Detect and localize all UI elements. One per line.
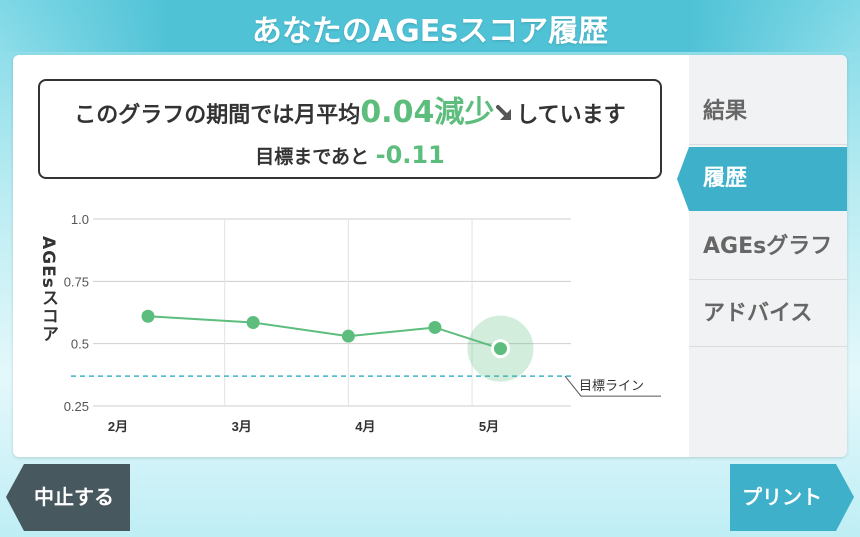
- chart-svg: 1.0 0.75 0.5 0.25 2月 3月 4月 5月 目標ライン: [64, 212, 661, 434]
- tab-history-wrap[interactable]: 履歴: [677, 147, 847, 211]
- page-title: あなたのAGEsスコア履歴: [251, 14, 609, 49]
- x-tick-label: 4月: [355, 419, 375, 434]
- tab-ages-graph[interactable]: AGEsグラフ: [689, 214, 847, 280]
- monthly-average-value: 0.04減少: [360, 95, 495, 130]
- y-tick-label: 1.0: [71, 212, 89, 227]
- data-point-latest: [491, 339, 510, 359]
- main-card: このグラフの期間では月平均0.04減少 しています 目標まであと -0.11 AG…: [13, 55, 847, 457]
- target-label-leader: [564, 375, 661, 397]
- y-tick-label: 0.5: [71, 337, 89, 352]
- target-line-label: 目標ライン: [579, 379, 644, 394]
- tab-advice[interactable]: アドバイス: [689, 281, 847, 347]
- x-tick-label: 3月: [232, 419, 252, 434]
- print-button[interactable]: プリント: [730, 464, 854, 531]
- x-tick-label: 2月: [108, 419, 128, 434]
- data-point: [341, 329, 355, 343]
- goal-prefix: 目標まであと: [255, 146, 369, 168]
- title-bar: あなたのAGEsスコア履歴: [0, 0, 860, 52]
- y-tick-label: 0.25: [64, 399, 89, 414]
- data-point: [428, 320, 442, 334]
- side-panel: 結果 履歴 AGEsグラフ アドバイス: [677, 55, 847, 457]
- summary-line1: このグラフの期間では月平均0.04減少 しています: [40, 87, 660, 131]
- data-point: [141, 309, 155, 323]
- data-point: [246, 315, 260, 329]
- tab-history[interactable]: 履歴: [677, 147, 847, 211]
- y-tick-label: 0.75: [64, 274, 89, 289]
- summary-suffix: しています: [516, 103, 626, 128]
- tab-results[interactable]: 結果: [689, 79, 847, 145]
- summary-prefix: このグラフの期間では月平均: [74, 103, 361, 128]
- y-axis-label: AGEsスコア: [38, 236, 58, 343]
- cancel-button[interactable]: 中止する: [6, 464, 130, 531]
- goal-remaining-value: -0.11: [375, 141, 445, 169]
- arrow-down-right-icon: [494, 102, 516, 124]
- summary-box: このグラフの期間では月平均0.04減少 しています 目標まであと -0.11: [38, 79, 662, 179]
- x-tick-label: 5月: [479, 419, 499, 434]
- history-chart: AGEsスコア 1.0 0.75 0.5 0.25 2月 3月 4月 5月 目標ライン: [13, 203, 689, 457]
- summary-line2: 目標まであと -0.11: [40, 141, 660, 169]
